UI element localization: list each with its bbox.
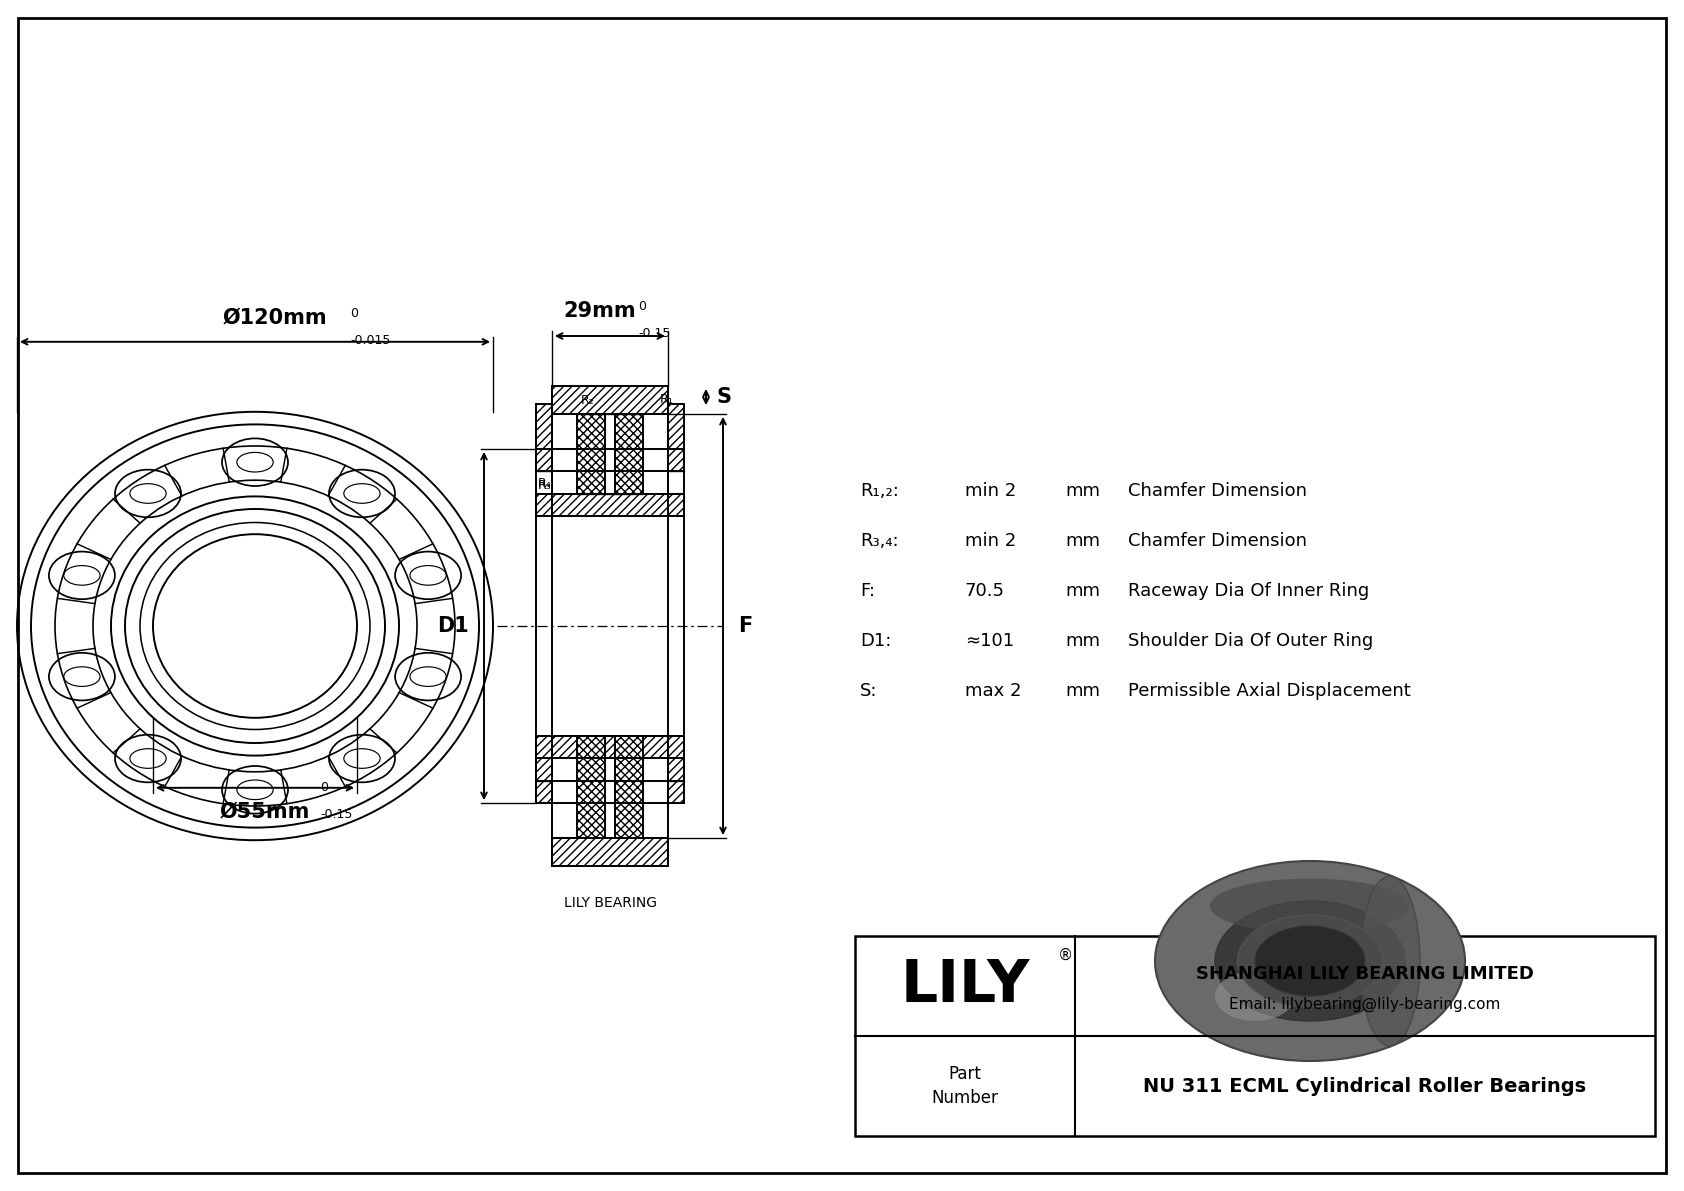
Ellipse shape [1214, 902, 1404, 1021]
Bar [536, 494, 684, 516]
Text: 29mm: 29mm [564, 301, 637, 322]
Text: R₂: R₂ [581, 393, 594, 406]
Text: D1:: D1: [861, 632, 891, 650]
Text: min 2: min 2 [965, 482, 1015, 500]
Text: Chamfer Dimension: Chamfer Dimension [1128, 532, 1307, 550]
Text: mm: mm [1064, 582, 1100, 600]
Bar [536, 404, 552, 470]
Text: mm: mm [1064, 682, 1100, 700]
Ellipse shape [1361, 877, 1420, 1046]
Ellipse shape [1214, 971, 1295, 1021]
Bar [669, 404, 684, 470]
Text: R₄: R₄ [537, 478, 552, 490]
Ellipse shape [1238, 915, 1383, 1008]
Ellipse shape [1255, 925, 1366, 996]
Bar [552, 838, 669, 866]
Text: R₃,₄:: R₃,₄: [861, 532, 899, 550]
Text: R₃: R₃ [537, 479, 552, 492]
Text: ®: ® [1058, 948, 1073, 964]
Bar [855, 936, 1655, 1136]
Text: NU 311 ECML Cylindrical Roller Bearings: NU 311 ECML Cylindrical Roller Bearings [1143, 1077, 1586, 1096]
Text: mm: mm [1064, 632, 1100, 650]
Text: LILY: LILY [901, 958, 1029, 1015]
Text: Permissible Axial Displacement: Permissible Axial Displacement [1128, 682, 1411, 700]
Text: R₁: R₁ [660, 393, 674, 406]
Text: Ø120mm: Ø120mm [222, 307, 327, 328]
Text: -0.15: -0.15 [320, 807, 352, 821]
Text: S:: S: [861, 682, 877, 700]
Text: -0.15: -0.15 [638, 328, 670, 339]
Bar [536, 736, 552, 803]
Text: Email: lilybearing@lily-bearing.com: Email: lilybearing@lily-bearing.com [1229, 997, 1500, 1011]
Text: LILY BEARING: LILY BEARING [564, 896, 657, 910]
Text: max 2: max 2 [965, 682, 1022, 700]
Text: mm: mm [1064, 532, 1100, 550]
Text: Raceway Dia Of Inner Ring: Raceway Dia Of Inner Ring [1128, 582, 1369, 600]
Text: ≈101: ≈101 [965, 632, 1014, 650]
Bar [536, 736, 684, 757]
Ellipse shape [1255, 925, 1366, 997]
Bar [615, 414, 643, 494]
Text: min 2: min 2 [965, 532, 1015, 550]
Text: Chamfer Dimension: Chamfer Dimension [1128, 482, 1307, 500]
Text: F: F [738, 616, 753, 636]
Text: -0.015: -0.015 [350, 333, 391, 347]
Text: Shoulder Dia Of Outer Ring: Shoulder Dia Of Outer Ring [1128, 632, 1372, 650]
Text: F:: F: [861, 582, 876, 600]
Text: R₁,₂:: R₁,₂: [861, 482, 899, 500]
Text: D1: D1 [438, 616, 470, 636]
Text: 0: 0 [638, 300, 647, 313]
Text: Part
Number: Part Number [931, 1065, 999, 1106]
Text: Ø55mm: Ø55mm [221, 802, 310, 822]
Ellipse shape [1155, 861, 1465, 1061]
Bar [578, 736, 605, 838]
Text: 0: 0 [320, 781, 328, 793]
Text: S: S [716, 387, 731, 407]
Text: 70.5: 70.5 [965, 582, 1005, 600]
Bar [552, 386, 669, 414]
Text: mm: mm [1064, 482, 1100, 500]
Ellipse shape [1211, 879, 1410, 934]
Text: 0: 0 [350, 307, 359, 320]
Text: SHANGHAI LILY BEARING LIMITED: SHANGHAI LILY BEARING LIMITED [1196, 965, 1534, 983]
Bar [615, 736, 643, 838]
Bar [669, 736, 684, 803]
Bar [578, 414, 605, 494]
